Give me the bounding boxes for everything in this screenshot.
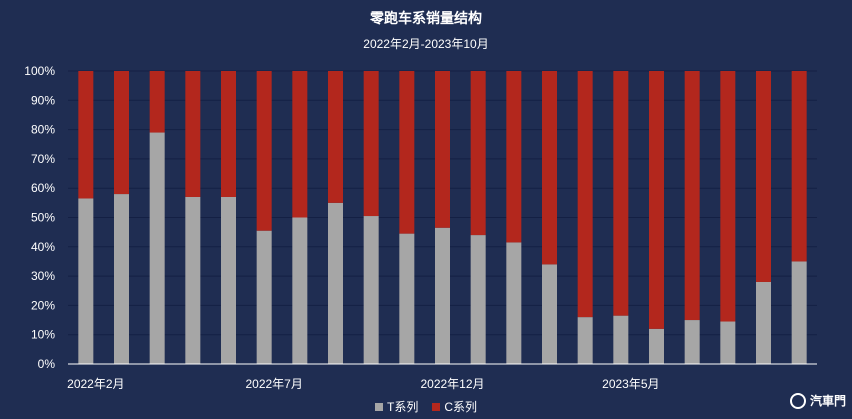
y-tick-label: 90% [31, 93, 55, 107]
t-series-bar [684, 320, 700, 364]
t-series-bar [78, 198, 94, 364]
t-series-bar [292, 217, 308, 364]
t-series-bar [256, 230, 272, 364]
x-tick-label: 2022年12月 [420, 377, 484, 391]
c-series-bar [435, 71, 450, 228]
t-series-bar [114, 194, 129, 364]
y-tick-label: 10% [31, 328, 55, 342]
c-series-bar [78, 71, 94, 199]
c-series-bar [221, 71, 236, 197]
t-series-bar [221, 196, 236, 364]
c-series-bar [720, 71, 736, 322]
legend-swatch-c-series [432, 402, 441, 411]
x-tick-label: 2022年7月 [245, 377, 302, 391]
t-series-bar [185, 196, 201, 364]
chart-subtitle: 2022年2月-2023年10月 [363, 37, 489, 51]
t-series-bar [577, 317, 593, 364]
legend-swatch-t-series [374, 402, 383, 411]
c-series-bar [328, 71, 343, 203]
x-axis: 2022年2月 2022年7月 2022年12月 2023年5月 [67, 363, 817, 391]
y-tick-label: 100% [24, 64, 55, 78]
y-tick-label: 80% [31, 123, 55, 137]
t-series-bar [506, 242, 522, 364]
chart-title: 零跑车系销量结构 [370, 10, 482, 26]
t-series-bar [756, 281, 771, 364]
c-series-bar [791, 71, 807, 262]
t-series-bar [720, 321, 736, 364]
x-tick-label: 2023年5月 [602, 377, 659, 391]
t-series-bar [149, 132, 165, 364]
y-tick-label: 40% [31, 240, 55, 254]
watermark-text: 汽車門 [809, 394, 846, 408]
t-series-bar [613, 315, 629, 364]
c-series-bar [114, 71, 129, 195]
c-series-bar [470, 71, 486, 236]
c-series-bar [542, 71, 557, 265]
c-series-bar [684, 71, 700, 321]
c-series-bar [149, 71, 165, 133]
c-series-bar [649, 71, 664, 329]
legend-item-t-series[interactable]: T系列 [374, 398, 419, 415]
y-tick-label: 70% [31, 152, 55, 166]
y-tick-label: 0% [38, 357, 56, 371]
x-tick-label: 2022年2月 [67, 377, 124, 391]
y-tick-label: 50% [31, 211, 55, 225]
c-series-bar [185, 71, 201, 197]
c-series-bar [256, 71, 272, 231]
t-series-bar [328, 202, 343, 364]
t-series-bar [791, 261, 807, 364]
c-series-bar [756, 71, 771, 282]
c-series-bar [613, 71, 629, 316]
t-series-bar [649, 328, 664, 364]
t-series-bar [435, 227, 450, 364]
t-series-bar [363, 216, 379, 364]
c-series-bar [399, 71, 415, 234]
legend-label-t-series: T系列 [386, 400, 419, 414]
watermark-logo: 汽車門 [789, 392, 846, 409]
y-tick-label: 20% [31, 298, 55, 312]
t-series-bar [399, 233, 415, 364]
bars [78, 71, 807, 364]
y-axis: 0% 10% 20% 30% 40% 50% 60% 70% 80% 90% 100% [24, 64, 55, 371]
y-tick-label: 30% [31, 269, 55, 283]
y-tick-label: 60% [31, 181, 55, 195]
legend-item-c-series[interactable]: C系列 [432, 398, 477, 415]
c-series-bar [363, 71, 379, 217]
c-series-bar [577, 71, 593, 318]
t-series-bar [470, 235, 486, 364]
c-series-bar [292, 71, 308, 218]
legend: T系列 C系列 [0, 398, 852, 415]
legend-label-c-series: C系列 [444, 400, 477, 414]
t-series-bar [542, 264, 557, 364]
c-series-bar [506, 71, 522, 243]
watermark-icon [789, 392, 806, 409]
